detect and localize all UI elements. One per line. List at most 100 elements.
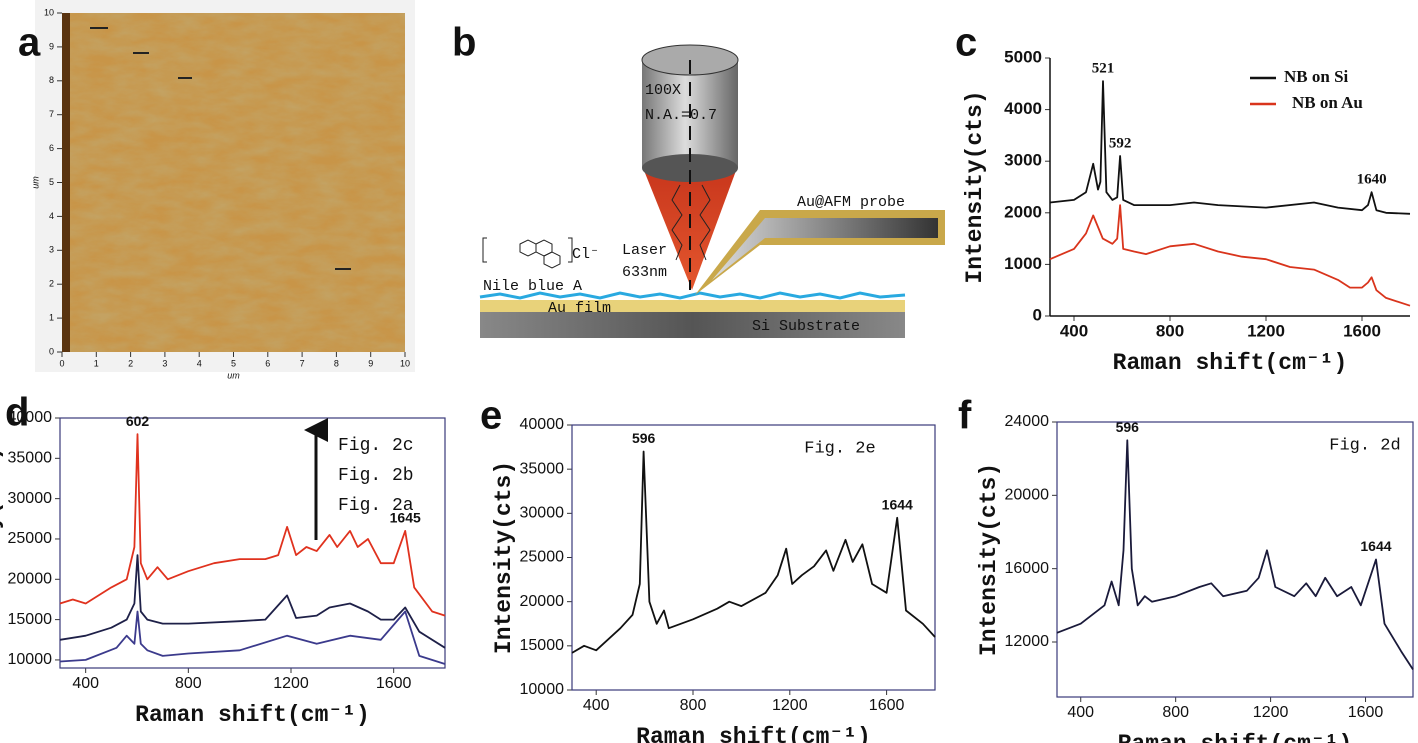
- x-tick-label: 3: [162, 358, 167, 368]
- series-line: [59, 610, 446, 665]
- panel-note: Fig. 2e: [804, 439, 875, 458]
- panel-label: b: [452, 21, 476, 65]
- x-tick-label: 5: [231, 358, 236, 368]
- y-tick-label: 40000: [8, 409, 53, 426]
- diagram-label: N.A.=0.7: [645, 107, 717, 124]
- y-tick-label: 10: [44, 7, 54, 17]
- panel-note: Fig. 2d: [1329, 436, 1400, 455]
- y-tick-label: 10000: [8, 651, 53, 668]
- afm-artifact: [335, 268, 351, 270]
- plot-frame: [59, 417, 446, 669]
- panel-label: e: [480, 394, 502, 438]
- y-tick-label: 0: [49, 346, 54, 356]
- y-tick-label: 6: [49, 143, 54, 153]
- y-tick-label: 3: [49, 245, 54, 255]
- x-tick-label: 6: [265, 358, 270, 368]
- x-tick-label: 1600: [1348, 704, 1384, 721]
- y-axis-title: Intensity(cts): [962, 90, 988, 283]
- peak-label: 1644: [1360, 538, 1391, 554]
- bracket: [482, 237, 573, 263]
- laser-ray: [671, 184, 683, 261]
- x-tick-label: 800: [1162, 704, 1189, 721]
- y-tick-label: 30000: [8, 490, 53, 507]
- y-tick-label: 15000: [8, 611, 53, 628]
- peak-label: 602: [126, 413, 150, 429]
- peak-label: 521: [1092, 61, 1115, 77]
- ring: [543, 251, 561, 269]
- x-tick-label: 1: [94, 358, 99, 368]
- peak-label: 596: [1116, 419, 1140, 435]
- series-line: [1049, 204, 1411, 307]
- x-tick-label: 1600: [1343, 321, 1381, 340]
- afm-edge: [62, 13, 70, 352]
- plot-frame: [1056, 421, 1414, 698]
- peak-label: 1644: [882, 496, 913, 512]
- x-tick-label: 1200: [273, 675, 309, 692]
- afm-artifact: [90, 27, 108, 29]
- plot-frame: [571, 424, 936, 691]
- afm-artifact: [133, 52, 149, 54]
- probe: [712, 218, 938, 280]
- legend-label: NB on Si: [1284, 67, 1349, 86]
- diagram-label: Nile blue A: [483, 278, 582, 295]
- panel-label: f: [958, 394, 972, 438]
- series-line: [1049, 80, 1411, 215]
- series-line: [1056, 439, 1414, 670]
- x-tick-label: 1200: [772, 697, 808, 714]
- y-tick-label: 4000: [1004, 99, 1042, 118]
- y-tick-label: 35000: [8, 450, 53, 467]
- y-tick-label: 40000: [520, 416, 565, 433]
- panel-label: a: [18, 21, 41, 65]
- y-tick-label: 1: [49, 312, 54, 322]
- x-axis-title: Raman shift(cm⁻¹): [1118, 731, 1353, 743]
- legend-label: NB on Au: [1292, 93, 1363, 112]
- objective-lens: [642, 154, 738, 182]
- y-tick-label: 9: [49, 41, 54, 51]
- substrate: [480, 312, 905, 338]
- diagram-label: Si Substrate: [752, 318, 860, 335]
- y-tick-label: 4: [49, 211, 54, 221]
- au-film: [480, 300, 905, 312]
- x-tick-label: 9: [368, 358, 373, 368]
- y-tick-label: 5: [49, 177, 54, 187]
- afm-artifact: [178, 77, 192, 79]
- y-tick-label: 5000: [1004, 47, 1042, 66]
- series-line: [59, 433, 446, 617]
- legend-label: Fig. 2c: [338, 436, 414, 456]
- x-tick-label: 7: [300, 358, 305, 368]
- afm-texture: [62, 13, 405, 352]
- panel-label: c: [955, 21, 977, 65]
- x-axis-title: Raman shift(cm⁻¹): [1113, 350, 1348, 376]
- diagram-label: Cl⁻: [572, 246, 599, 263]
- y-tick-label: 12000: [1005, 633, 1050, 650]
- x-tick-label: 400: [1067, 704, 1094, 721]
- x-tick-label: 1200: [1247, 321, 1285, 340]
- legend-label: Fig. 2a: [338, 496, 414, 516]
- x-tick-label: 800: [680, 697, 707, 714]
- x-tick-label: 400: [1060, 321, 1088, 340]
- x-tick-label: 1600: [376, 675, 412, 692]
- diagram-label: Laser: [622, 242, 667, 259]
- y-tick-label: 20000: [1005, 487, 1050, 504]
- y-tick-label: 10000: [520, 681, 565, 698]
- laser-ray: [699, 184, 711, 261]
- x-tick-label: 10: [400, 358, 410, 368]
- x-tick-label: 2: [128, 358, 133, 368]
- diagram-label: 100X: [645, 82, 681, 99]
- laser-cone: [643, 168, 737, 290]
- series-line: [571, 450, 936, 654]
- x-tick-label: 8: [334, 358, 339, 368]
- y-tick-label: 2000: [1004, 202, 1042, 221]
- panel-label: d: [5, 391, 29, 435]
- y-tick-label: 8: [49, 75, 54, 85]
- x-tick-label: 1600: [869, 697, 905, 714]
- y-axis-title: Intensity(cts): [976, 463, 1002, 656]
- x-tick-label: 400: [583, 697, 610, 714]
- peak-label: 1645: [390, 510, 421, 526]
- y-tick-label: 3000: [1004, 151, 1042, 170]
- diagram-label: Au@AFM probe: [797, 194, 905, 211]
- y-tick-label: 0: [1033, 305, 1042, 324]
- diagram-label: 633nm: [622, 264, 667, 281]
- x-tick-label: 800: [1156, 321, 1184, 340]
